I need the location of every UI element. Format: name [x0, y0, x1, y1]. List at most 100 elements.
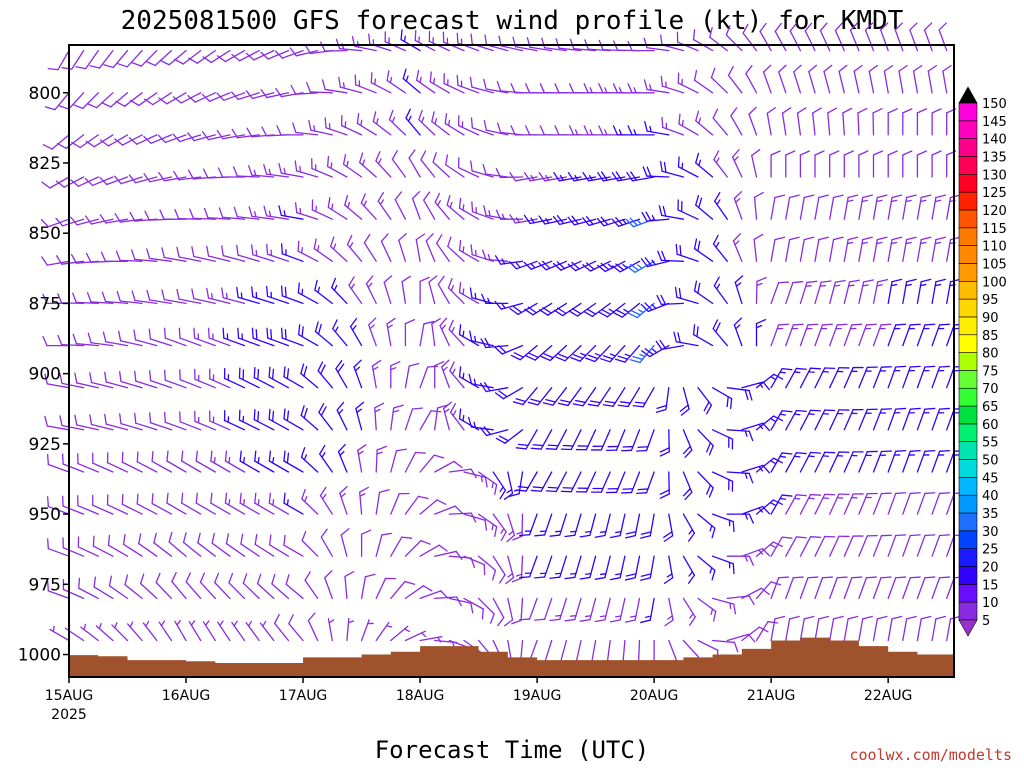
- wind-barb: [814, 280, 832, 305]
- wind-barb: [434, 460, 463, 473]
- wind-barb: [814, 150, 825, 178]
- wind-barb: [693, 69, 714, 94]
- wind-barb: [494, 255, 524, 265]
- wind-barb: [131, 290, 158, 305]
- wind-barb: [404, 630, 427, 642]
- wind-barb: [789, 22, 802, 52]
- wind-barb: [434, 361, 445, 389]
- wind-barb: [534, 597, 553, 621]
- wind-barb: [311, 199, 333, 220]
- wind-barb: [597, 260, 626, 273]
- wind-barb: [814, 615, 830, 642]
- wind-barb: [887, 615, 903, 642]
- wind-barb: [778, 64, 787, 94]
- color-bar-label: 145: [982, 115, 1007, 130]
- wind-barb: [858, 534, 878, 557]
- wind-barb: [354, 74, 377, 94]
- wind-barb: [527, 387, 553, 406]
- wind-barb: [726, 555, 754, 566]
- wind-barb: [238, 409, 260, 431]
- wind-barb: [872, 108, 883, 136]
- wind-barb: [781, 107, 792, 136]
- wind-barb: [245, 620, 260, 642]
- wind-barb: [104, 371, 129, 389]
- wind-barb: [505, 555, 515, 585]
- color-bar-segment: [958, 477, 978, 496]
- wind-barb: [512, 513, 524, 541]
- credit-link[interactable]: coolwx.com/modelts: [849, 746, 1012, 764]
- wind-barb: [248, 165, 275, 178]
- wind-barb: [442, 401, 452, 431]
- wind-barb: [128, 174, 158, 184]
- wind-barb: [447, 278, 465, 305]
- color-bar-label: 110: [982, 240, 1007, 255]
- wind-barb: [711, 513, 735, 533]
- wind-barb: [104, 413, 129, 431]
- wind-barb: [732, 233, 743, 262]
- wind-barb: [297, 240, 319, 262]
- wind-barb: [612, 302, 641, 318]
- wind-barb: [158, 620, 173, 642]
- wind-barb: [191, 288, 216, 305]
- wind-barb: [342, 154, 363, 178]
- wind-barb: [511, 597, 524, 625]
- wind-barb: [640, 597, 655, 624]
- wind-barb: [237, 327, 260, 347]
- wind-barb: [324, 570, 333, 600]
- wind-barbs-layer: [40, 22, 965, 669]
- wind-barb: [931, 492, 951, 515]
- wind-barb: [492, 471, 507, 500]
- color-bar-label: 45: [982, 471, 999, 486]
- color-bar-segment: [958, 405, 978, 425]
- wind-barb: [276, 125, 304, 136]
- color-bar-segment: [958, 298, 978, 318]
- wind-barb: [106, 494, 129, 515]
- wind-barb: [172, 133, 202, 143]
- wind-barb: [503, 597, 514, 627]
- wind-barb: [545, 429, 568, 450]
- wind-barb: [823, 64, 833, 94]
- wind-barb: [519, 513, 538, 537]
- wind-barb: [436, 234, 450, 262]
- wind-barb: [785, 150, 796, 178]
- wind-barb: [161, 247, 187, 262]
- wind-barb: [931, 365, 951, 389]
- wind-barb: [62, 579, 85, 600]
- wind-barb: [129, 92, 158, 107]
- wind-barb: [916, 576, 936, 600]
- wind-barb: [419, 320, 435, 347]
- wind-barb: [898, 64, 908, 94]
- wind-barb: [218, 207, 246, 220]
- wind-barb: [564, 597, 582, 622]
- wind-barb: [770, 494, 793, 515]
- wind-barb: [77, 536, 99, 557]
- y-tick-label: 975: [29, 575, 61, 595]
- wind-barb: [868, 64, 878, 94]
- wind-barb: [419, 454, 445, 473]
- wind-barb: [336, 401, 348, 431]
- wind-barb: [320, 41, 348, 52]
- wind-barb: [314, 279, 333, 305]
- wind-barb: [449, 403, 465, 431]
- wind-barb: [785, 236, 800, 262]
- wind-barb: [902, 150, 913, 178]
- wind-barb: [829, 367, 850, 389]
- wind-barb: [304, 571, 319, 600]
- wind-barb: [375, 532, 393, 557]
- wind-barb: [621, 471, 641, 494]
- wind-barb: [713, 150, 728, 178]
- wind-barb: [143, 173, 173, 183]
- color-bar-segment: [958, 245, 978, 264]
- y-tick-label: 875: [29, 294, 61, 314]
- wind-barb: [887, 534, 907, 557]
- wind-barb: [614, 344, 641, 363]
- wind-barb: [225, 533, 246, 557]
- wind-barb: [134, 370, 158, 389]
- wind-barb: [811, 107, 822, 136]
- wind-barb: [47, 49, 70, 71]
- wind-barb: [360, 619, 374, 642]
- wind-barb: [697, 429, 714, 456]
- wind-barb: [693, 280, 714, 305]
- wind-barb: [390, 580, 416, 600]
- wind-barb: [437, 275, 450, 305]
